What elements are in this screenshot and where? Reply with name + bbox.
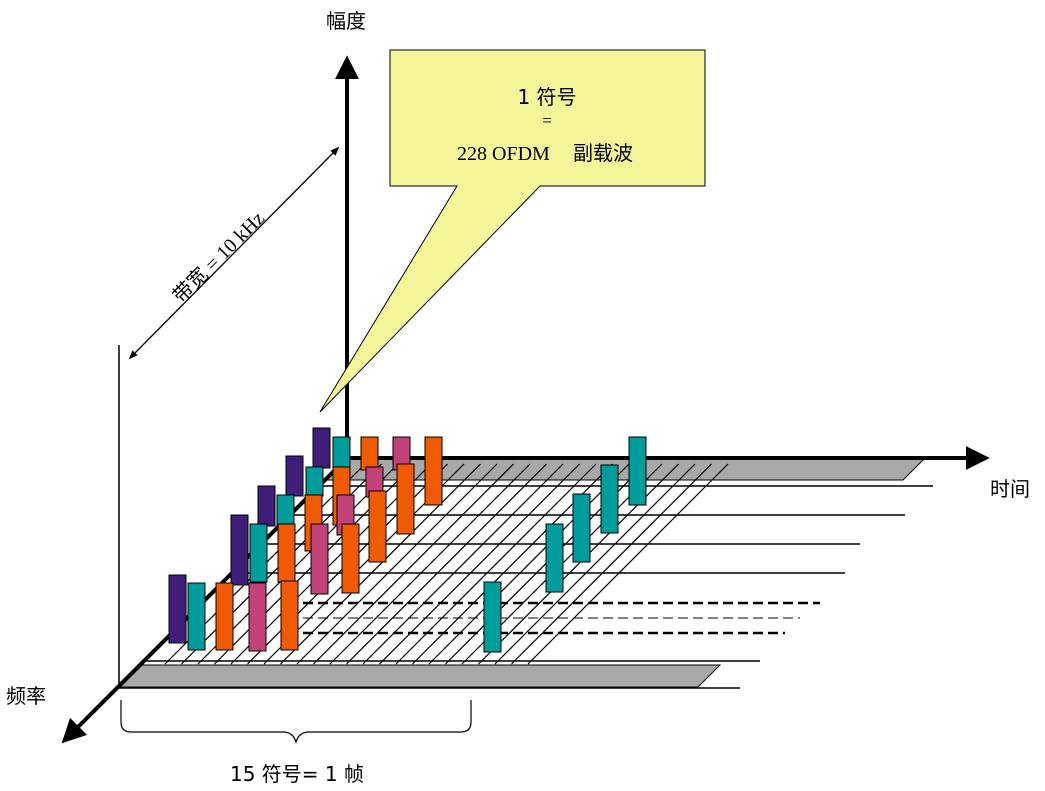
- subcarrier-bar: [628, 436, 647, 506]
- grid-diagonal-line: [511, 463, 712, 665]
- subcarrier-bar: [248, 582, 267, 652]
- grid-diagonal-line: [527, 463, 729, 665]
- subcarrier-bars: [168, 427, 647, 653]
- subcarrier-bar: [230, 514, 249, 586]
- subcarrier-bar: [332, 436, 351, 469]
- frame-brace: [120, 700, 472, 745]
- grid-diagonal-line: [313, 463, 514, 665]
- subcarrier-bar: [360, 436, 379, 471]
- grid-diagonal-line: [280, 463, 481, 665]
- top-gray-band: [323, 457, 927, 481]
- subcarrier-bar: [310, 523, 329, 595]
- subcarrier-bar: [285, 455, 304, 497]
- subcarrier-bar: [249, 523, 268, 583]
- subcarrier-bar: [168, 574, 187, 644]
- grid-diagonal-line: [395, 463, 597, 665]
- subcarrier-bar: [396, 463, 415, 535]
- subcarrier-bar: [187, 582, 206, 651]
- subcarrier-bar: [545, 523, 564, 593]
- bandwidth-label: 带宽 = 10 kHz: [168, 207, 269, 308]
- subcarrier-bar: [368, 490, 387, 563]
- callout-ofdm-count: 228 OFDM: [457, 143, 550, 165]
- frame-label: 15 符号= 1 帧: [230, 762, 364, 786]
- amplitude-axis-label: 幅度: [326, 9, 366, 33]
- time-axis-label: 时间: [990, 477, 1030, 501]
- bandwidth-arrow: [128, 146, 340, 360]
- subcarrier-bar: [572, 493, 591, 563]
- subcarrier-bar: [276, 494, 295, 526]
- grid-diagonal-line: [362, 463, 564, 665]
- callout-line-1: 1 符号: [517, 85, 576, 109]
- subcarrier-bar: [600, 464, 619, 534]
- subcarrier-bar: [215, 582, 234, 651]
- callout-subcarrier-label: 副载波: [573, 141, 633, 165]
- subcarrier-bar: [341, 523, 360, 594]
- subcarrier-bar: [277, 523, 296, 583]
- grid-diagonal-line: [494, 463, 696, 665]
- bottom-gray-band: [117, 664, 722, 688]
- callout-line-2: =: [542, 111, 552, 130]
- grid-diagonal-line: [329, 463, 531, 665]
- grid-diagonal-line: [428, 463, 630, 665]
- subcarrier-bar: [312, 427, 331, 469]
- grid-diagonal-line: [296, 463, 498, 665]
- callout-box: [319, 49, 706, 413]
- subcarrier-bar: [483, 581, 502, 653]
- subcarrier-bar: [305, 466, 324, 497]
- frequency-axis-label: 频率: [6, 684, 46, 708]
- subcarrier-bar: [424, 436, 443, 506]
- frequency-axis: [61, 456, 349, 744]
- grid-diagonal-line: [346, 463, 547, 665]
- grid-diagonal-line: [379, 463, 580, 665]
- subcarrier-bar: [280, 580, 299, 651]
- subcarrier-bar: [257, 485, 276, 527]
